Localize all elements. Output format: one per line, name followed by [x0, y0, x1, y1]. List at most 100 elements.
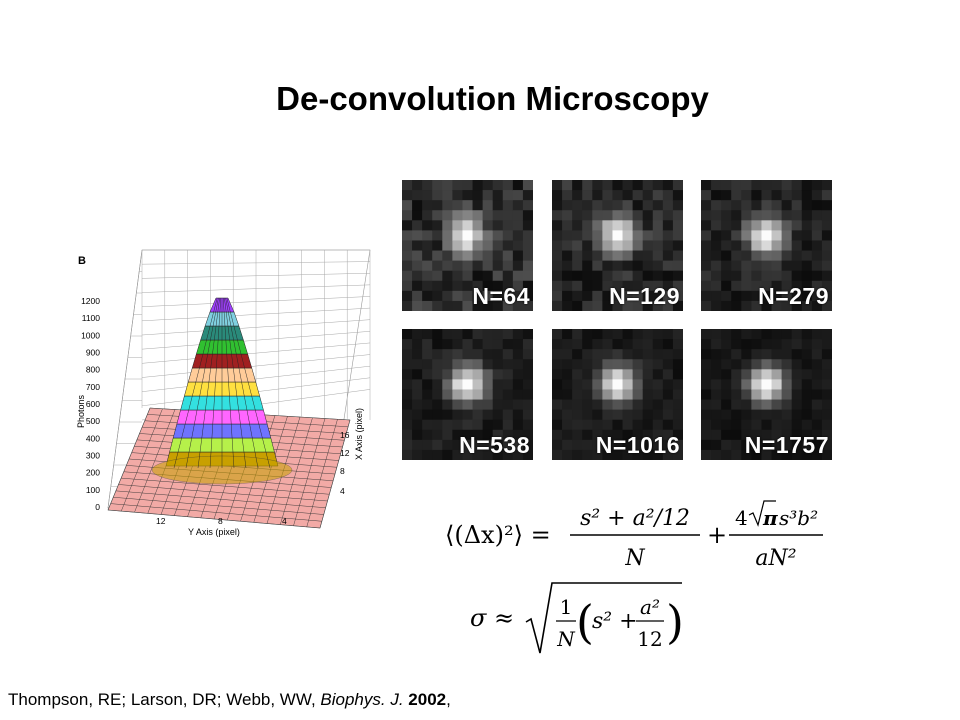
pixel [602, 389, 613, 401]
z-tick-label: 0 [95, 502, 100, 512]
pixel [622, 190, 634, 201]
pixel [731, 200, 742, 211]
pixel [572, 220, 583, 231]
pixel [771, 290, 783, 302]
pixel [572, 379, 583, 390]
pixel [522, 230, 533, 241]
pixel [502, 190, 514, 201]
pixel [801, 260, 813, 272]
pixel [602, 290, 613, 302]
pixel [612, 210, 624, 221]
pixel [572, 230, 583, 241]
pixel [432, 369, 443, 380]
z-tick-label: 600 [86, 399, 100, 409]
pixel [701, 300, 712, 311]
pixel [552, 369, 563, 380]
pixel [781, 180, 793, 191]
pixel [592, 200, 603, 211]
pixel [632, 439, 644, 451]
pixel [552, 439, 563, 451]
pixel [771, 439, 783, 451]
peak-mesh-line [197, 297, 220, 469]
pixel [582, 379, 593, 390]
pixel [672, 429, 683, 441]
pixel [652, 260, 664, 272]
pixel [632, 280, 644, 292]
pixel [402, 240, 413, 252]
pixel [711, 339, 722, 350]
pixel [492, 180, 504, 191]
pixel [711, 429, 722, 441]
pixel [701, 439, 712, 451]
pixel [781, 260, 793, 272]
pixel [632, 290, 644, 302]
pixel [751, 419, 762, 431]
pixel [492, 270, 504, 282]
pixel [562, 379, 573, 390]
pixel [751, 449, 762, 460]
pixel [721, 349, 732, 360]
pixel [701, 190, 712, 201]
pixel [821, 439, 832, 451]
pixel [731, 180, 742, 191]
pixel [771, 190, 783, 201]
pixel [811, 240, 823, 252]
pixel [642, 270, 654, 282]
pixel [452, 190, 463, 201]
pixel [582, 419, 593, 431]
pixel [502, 210, 514, 221]
pixel [791, 190, 803, 201]
pixel [662, 230, 674, 241]
pixel [721, 230, 732, 241]
pixel [672, 339, 683, 350]
pixel [472, 429, 484, 441]
pixel [492, 190, 504, 201]
pixel [672, 329, 683, 340]
pixel [422, 349, 433, 360]
pixel [821, 429, 832, 441]
pixel [721, 439, 732, 451]
pixel [771, 210, 783, 221]
variance-term1-denominator: N [624, 546, 645, 571]
pixel [741, 439, 752, 451]
pixel [582, 329, 593, 340]
pixel [711, 409, 722, 421]
pixel [632, 339, 644, 350]
pixel [492, 429, 504, 441]
pixel [781, 429, 793, 441]
z-tick-label: 300 [86, 451, 100, 461]
pixel [492, 359, 504, 370]
photon-count-label: N=1757 [744, 432, 829, 458]
pixel [811, 260, 823, 272]
pixel [602, 449, 613, 460]
pixel [562, 359, 573, 370]
z-tick-label: 500 [86, 416, 100, 426]
photon-surface-plot: B 1200 1100 1000 900 800 700 600 500 400 300 200 10… [70, 228, 375, 546]
pixel [562, 270, 573, 282]
pixel [612, 439, 624, 451]
pixel [502, 260, 514, 272]
pixel [592, 419, 603, 431]
pixel [771, 449, 783, 460]
pixel [662, 260, 674, 272]
pixel [552, 359, 563, 370]
pixel [602, 329, 613, 340]
pixel [412, 250, 423, 262]
pixel [791, 250, 803, 262]
pixel [771, 359, 783, 370]
pixel [711, 369, 722, 380]
pixel [402, 250, 413, 262]
pixel [512, 369, 524, 380]
pixel [632, 399, 644, 411]
pixel [761, 210, 773, 221]
pixel [612, 290, 624, 302]
pixel [502, 250, 514, 262]
pixel [821, 369, 832, 380]
pixel [492, 300, 504, 311]
pixel [731, 270, 742, 282]
pixel [672, 200, 683, 211]
pixel [632, 240, 644, 252]
pixel [821, 210, 832, 221]
peak-mesh-line [224, 297, 247, 469]
pixel [662, 449, 674, 460]
